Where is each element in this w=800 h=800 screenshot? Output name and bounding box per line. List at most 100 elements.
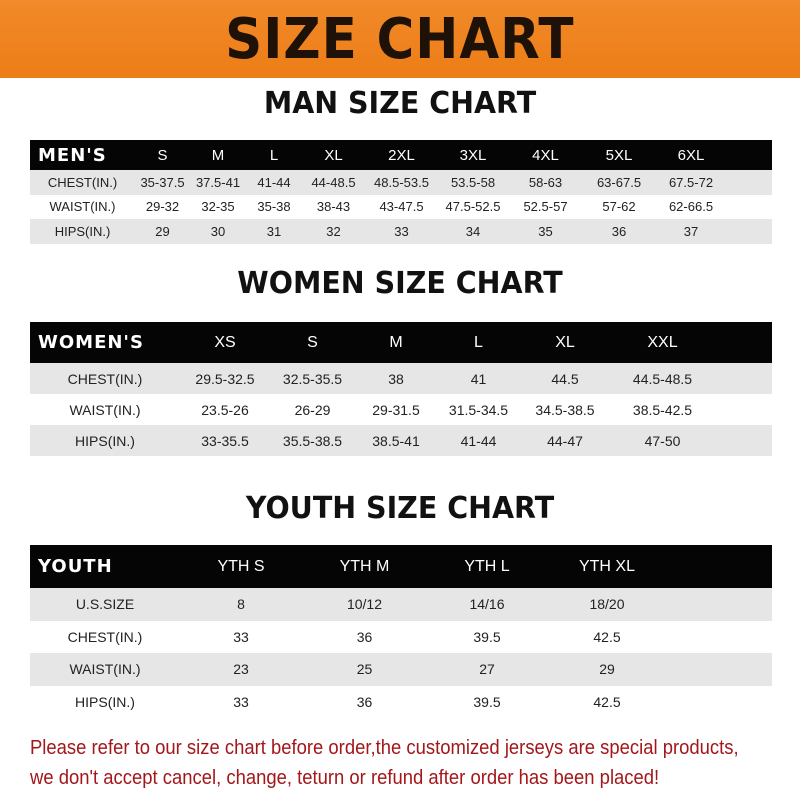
table-header-row: MEN'S S M L XL 2XL 3XL 4XL 5XL 6XL: [30, 140, 772, 170]
table-row: U.S.SIZE 8 10/12 14/16 18/20: [30, 588, 772, 621]
cell: 44-48.5: [311, 174, 356, 190]
table-row: WAIST(IN.) 23.5-26 26-29 29-31.5 31.5-34.5 34…: [30, 394, 772, 425]
cell: 2XL: [388, 146, 415, 164]
cell: 4XL: [532, 146, 559, 164]
row-label: U.S.SIZE: [75, 596, 135, 613]
youth-section-title: YOUTH SIZE CHART: [245, 491, 555, 526]
cell: 3XL: [459, 146, 487, 164]
cell: 26-29: [294, 401, 331, 418]
cell: 67.5-72: [668, 174, 714, 190]
cell: 39.5: [473, 693, 501, 710]
cell: 35: [538, 223, 553, 239]
table-row: HIPS(IN.) 29 30 31 32 33 34 35 36 37: [30, 219, 772, 244]
cell: 33-35.5: [201, 432, 249, 449]
cell: 62-66.5: [668, 199, 714, 215]
cell: 31: [266, 223, 282, 239]
table-row: CHEST(IN.) 33 36 39.5 42.5: [30, 620, 772, 653]
cell: 29.5-32.5: [195, 370, 255, 387]
cell: 33: [233, 628, 249, 645]
cell: 10/12: [346, 596, 383, 613]
cell: XXL: [647, 333, 678, 351]
cell: 37: [683, 223, 699, 239]
cell: 41-44: [460, 432, 497, 449]
row-label: CHEST(IN.): [67, 370, 143, 387]
cell: 36: [356, 628, 373, 645]
cell: 34: [465, 223, 481, 239]
cell: XL: [324, 146, 343, 164]
women-section-title: WOMEN SIZE CHART: [237, 266, 563, 301]
cell: 58-63: [528, 174, 563, 190]
cell: L: [474, 333, 483, 351]
cell: 43-47.5: [379, 199, 424, 215]
youth-size-table: YOUTH YTH S YTH M YTH L YTH XL U.S.SIZE 8 10/12…: [30, 545, 772, 718]
cell: 31.5-34.5: [448, 401, 509, 418]
cell: 44-47: [547, 432, 583, 449]
cell: L: [269, 146, 279, 164]
row-label: WAIST(IN.): [69, 401, 141, 418]
table-row: CHEST(IN.) 29.5-32.5 32.5-35.5 38 41 44.5 44.5…: [30, 363, 772, 394]
row-label: WAIST(IN.): [49, 199, 116, 215]
cell: XL: [555, 333, 575, 351]
cell: 47.5-52.5: [445, 199, 501, 215]
cell: 38-43: [316, 199, 351, 215]
cell: 29-32: [145, 199, 180, 215]
table-row: CHEST(IN.) 35-37.5 37.5-41 41-44 44-48.5 48.5…: [30, 170, 772, 195]
cell: YTH M: [339, 557, 390, 575]
page-title: SIZE CHART: [225, 6, 575, 72]
cell: XS: [214, 333, 236, 351]
order-notice: Please refer to our size chart before or…: [30, 733, 795, 793]
table-row: HIPS(IN.) 33 36 39.5 42.5: [30, 685, 772, 718]
cell: S: [307, 333, 318, 351]
row-label: YOUTH: [38, 556, 113, 577]
men-size-table: MEN'S S M L XL 2XL 3XL 4XL 5XL 6XL CHEST(IN.) 35-37…: [30, 140, 772, 244]
cell: 44.5: [551, 370, 579, 387]
title-banner: SIZE CHART: [0, 0, 800, 78]
row-label: WAIST(IN.): [69, 661, 141, 678]
notice-line-2: we don't accept cancel, change, teturn o…: [30, 766, 660, 789]
row-label: HIPS(IN.): [75, 693, 135, 710]
cell: YTH L: [464, 557, 510, 575]
cell: 27: [479, 661, 495, 678]
table-row: HIPS(IN.) 33-35.5 35.5-38.5 38.5-41 41-44 44-…: [30, 425, 772, 456]
cell: 47-50: [644, 432, 681, 449]
cell: 8: [237, 596, 245, 613]
cell: 23.5-26: [201, 401, 249, 418]
cell: 42.5: [593, 628, 621, 645]
cell: 35-38: [257, 199, 291, 215]
cell: 33: [394, 223, 409, 239]
cell: 18/20: [589, 596, 625, 613]
table-row: WAIST(IN.) 23 25 27 29: [30, 653, 772, 686]
cell: 39.5: [473, 628, 501, 645]
cell: 44.5-48.5: [632, 370, 693, 387]
cell: 14/16: [469, 596, 505, 613]
cell: 25: [356, 661, 373, 678]
row-label: MEN'S: [38, 144, 107, 166]
cell: S: [157, 146, 168, 164]
cell: 29: [155, 223, 170, 239]
cell: 38.5-42.5: [632, 401, 693, 418]
cell: M: [211, 146, 225, 164]
cell: 29: [599, 661, 615, 678]
cell: 5XL: [605, 146, 633, 164]
cell: 52.5-57: [523, 199, 568, 215]
cell: 37.5-41: [195, 174, 241, 190]
cell: 30: [210, 223, 226, 239]
cell: 29-31.5: [372, 401, 420, 418]
row-label: CHEST(IN.): [67, 628, 143, 645]
cell: 35-37.5: [140, 174, 185, 190]
table-row: WAIST(IN.) 29-32 32-35 35-38 38-43 43-47.5 47.…: [30, 194, 772, 219]
row-label: CHEST(IN.): [47, 174, 118, 190]
table-header-row: WOMEN'S XS S M L XL XXL: [30, 322, 772, 363]
cell: 6XL: [677, 146, 705, 164]
cell: YTH S: [217, 557, 265, 575]
cell: 38: [388, 370, 404, 387]
men-section-title: MAN SIZE CHART: [263, 86, 537, 121]
cell: 63-67.5: [596, 174, 642, 190]
cell: 41-44: [257, 174, 291, 190]
cell: 32.5-35.5: [282, 370, 343, 387]
women-size-table: WOMEN'S XS S M L XL XXL CHEST(IN.) 29.5-32.5 32.5…: [30, 322, 772, 456]
notice-line-1: Please refer to our size chart before or…: [30, 736, 739, 759]
cell: 41: [470, 370, 487, 387]
cell: 53.5-58: [450, 174, 496, 190]
cell: M: [389, 333, 403, 351]
